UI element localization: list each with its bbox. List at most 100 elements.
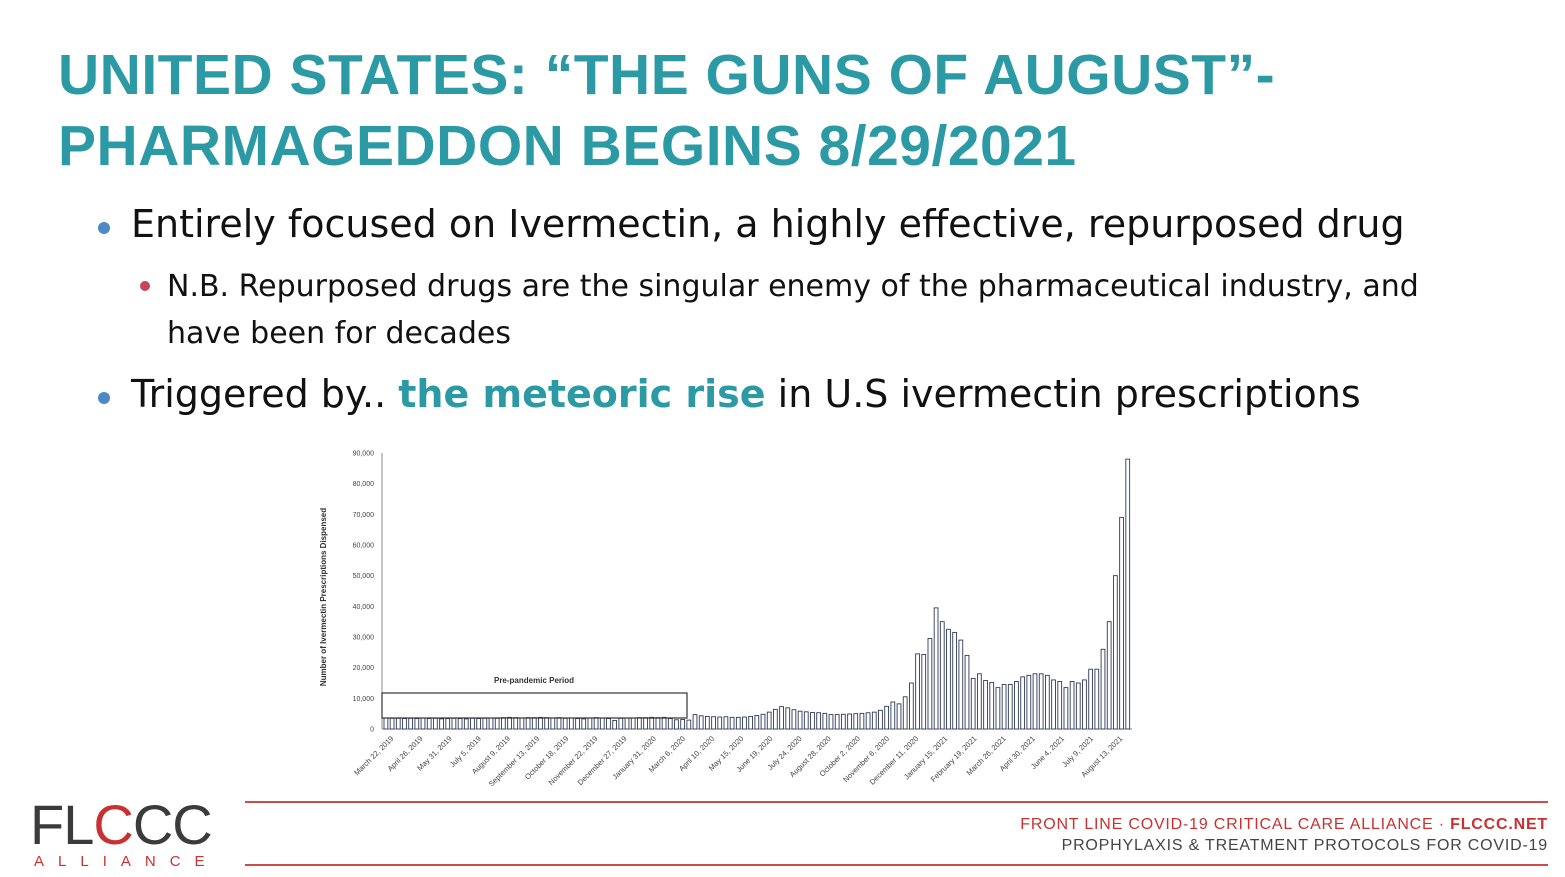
bar [933,607,939,730]
bar [711,716,716,730]
bar [828,714,834,730]
bar [1045,674,1050,730]
bar [1088,668,1094,730]
bar [890,701,896,730]
bar [760,713,766,730]
bar [705,715,710,730]
bar [939,621,945,730]
y-tick-label: 90,000 [353,451,375,458]
bar [519,717,525,730]
bar [457,718,463,730]
bar [878,709,883,730]
pre-pandemic-label: Pre-pandemic Period [494,676,574,685]
bar [1014,681,1019,730]
bar [803,711,809,730]
bar [556,717,562,730]
bar [624,717,630,730]
bar [414,718,420,730]
bar [389,717,395,730]
bar [500,717,506,730]
bullet-triggered-prefix: Triggered by.. [131,372,387,416]
y-tick-label: 40,000 [353,604,375,611]
bar [834,714,840,730]
bar [674,719,679,730]
bar [581,718,587,730]
bar [395,717,401,730]
bar [989,681,995,730]
bar [618,717,624,730]
x-tick-label: November 22, 2019 [547,734,600,787]
bar [964,654,970,730]
bar [599,717,605,730]
bar [1075,682,1081,730]
bar [977,673,982,730]
bar [915,653,920,730]
bar [692,714,698,730]
bar [983,680,988,730]
footer-divider-bottom [245,864,1548,866]
bar [593,717,599,730]
bar [1057,681,1063,730]
bar [544,717,550,730]
bar [902,696,908,730]
bar [927,638,933,730]
logo-subtitle: ALLIANCE [34,853,219,870]
bullet-triggered-suffix: in U.S ivermectin prescriptions [777,372,1361,416]
bar [667,718,673,730]
bar [896,703,902,730]
y-tick-label: 20,000 [353,665,375,672]
bar [569,717,574,730]
bar [1032,673,1038,730]
bar [482,717,488,730]
bar [470,717,475,730]
bar [909,682,914,730]
footer-text: FRONT LINE COVID-19 CRITICAL CARE ALLIAN… [1020,814,1548,856]
bar [507,716,512,730]
y-tick-label: 0 [370,727,374,734]
bar [494,717,500,730]
bar [637,717,642,730]
bar [773,708,778,730]
bar [630,717,636,730]
bar [859,712,865,730]
bar [463,718,469,730]
bar [723,716,729,730]
y-tick-label: 30,000 [353,635,375,642]
bar [1069,681,1075,730]
bar [402,718,407,730]
bar [1094,668,1100,730]
bar [791,709,797,730]
bar [661,716,667,730]
bar [754,715,760,730]
bullet-highlight: the meteoric rise [398,372,766,416]
y-tick-label: 70,000 [353,512,375,519]
bar [686,719,692,730]
bar [841,713,846,730]
footer-org-line: FRONT LINE COVID-19 CRITICAL CARE ALLIAN… [1020,816,1548,833]
logo-wordmark: FLCCC [30,793,213,856]
bar [1001,684,1007,730]
bar [420,717,426,730]
bar [810,711,815,730]
bar [884,705,890,730]
bar [575,718,580,730]
bar [643,717,648,730]
bar [426,718,432,730]
bar [1026,674,1032,730]
slide-title: UNITED STATES: “THE GUNS OF AUGUST”- PHA… [58,40,1458,182]
bar [717,716,723,730]
bar [1100,648,1106,730]
bar [1020,676,1026,730]
bar [958,639,964,730]
sub-bullet-repurposed: N.B. Repurposed drugs are the singular e… [140,263,1467,357]
bar [698,715,704,730]
bar [476,718,482,730]
bar [785,707,791,730]
bar [383,717,389,730]
bar [946,628,951,730]
bar [797,710,803,730]
bar [538,716,543,730]
bar [612,719,618,730]
bar [995,687,1001,730]
bar [1063,687,1069,730]
